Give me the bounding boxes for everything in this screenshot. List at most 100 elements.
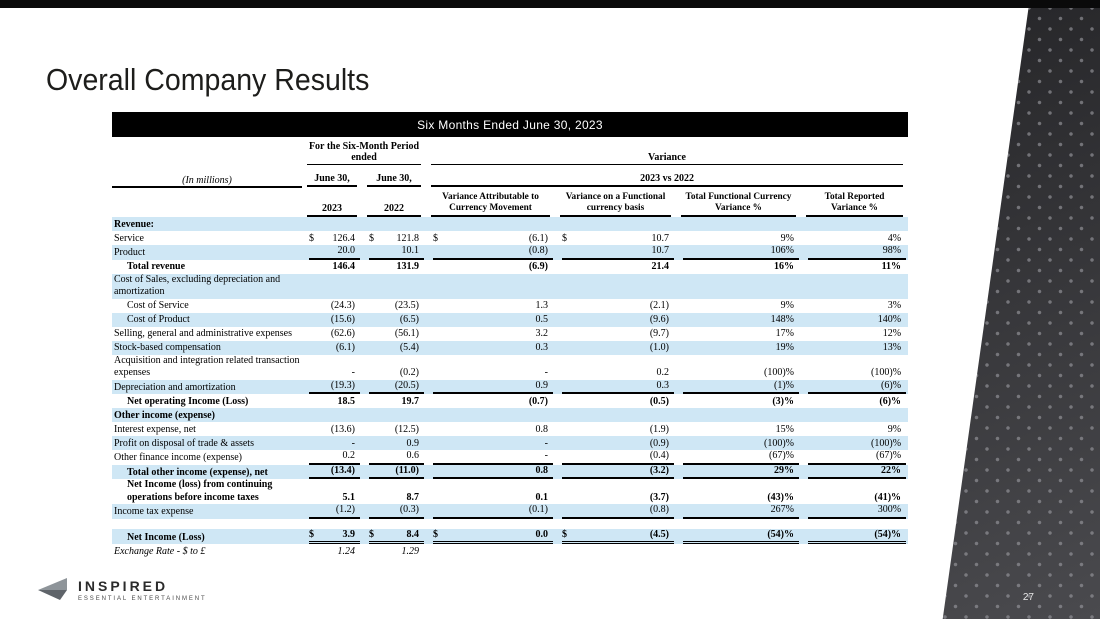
top-accent-bar: [0, 0, 1100, 8]
dollar-sign: $: [562, 528, 567, 540]
value-cell: (0.5): [649, 395, 669, 407]
header-spacer: [112, 187, 302, 217]
value-cell: $ (6.1): [433, 232, 548, 244]
logo-brand-text: INSPIRED: [78, 577, 169, 594]
value-cell: (6.1): [302, 340, 362, 355]
value-cell: (23.5): [394, 300, 419, 311]
in-millions-label: (In millions): [112, 165, 302, 188]
value-cell: 300%: [801, 504, 909, 519]
dollar-sign: $: [369, 528, 374, 540]
value-cell: (54)%: [676, 528, 801, 544]
value-cell: 3%: [887, 300, 902, 311]
value-cell: (9.7): [649, 328, 669, 339]
value-cell: (3.7): [649, 491, 669, 503]
value-cell: (0.9): [555, 436, 676, 450]
value-cell: [555, 408, 676, 422]
row-label: Profit on disposal of trade & assets: [112, 436, 302, 450]
row-label: Interest expense, net: [114, 423, 196, 435]
value-cell: 0.9: [362, 436, 426, 450]
value-cell: (54)%: [801, 528, 909, 544]
table-row: Product 20.0 10.1 (0.8) 10.7 106% 98%: [112, 245, 909, 260]
value-cell: [801, 518, 909, 529]
value-cell: (3.2): [555, 464, 676, 479]
value-cell: 13%: [801, 340, 909, 355]
dollar-sign: $: [562, 232, 567, 244]
value-cell: 22%: [801, 464, 909, 479]
value-cell: (1.9): [649, 423, 669, 435]
results-table-body: Revenue: Service $126.4 $121.8 $ (6.1) $10.7 9%…: [112, 217, 909, 558]
value-cell: 0.8: [535, 423, 549, 435]
value-cell: (0.7): [528, 395, 548, 407]
value-cell: (0.3): [362, 504, 426, 519]
value-cell: 10.1: [362, 245, 426, 260]
value-cell: (100)%: [764, 367, 794, 378]
value-cell: (0.2): [399, 367, 419, 378]
value-cell: (100)%: [801, 436, 909, 450]
value-cell: (1)%: [676, 379, 801, 394]
value-cell: (0.8): [555, 504, 676, 519]
table-row: Service $126.4 $121.8 $ (6.1) $10.7 9% 4%: [112, 231, 908, 245]
dollar-sign: $: [309, 528, 314, 540]
value-cell: (67)%: [676, 450, 801, 465]
value-cell: (41)%: [874, 491, 902, 503]
table-row: Other finance income (expense) 0.2 0.6- (0.…: [112, 450, 908, 465]
page-number: 27: [1022, 592, 1034, 603]
value-cell: [302, 273, 362, 299]
value-cell: $126.4: [309, 232, 355, 244]
column-group-2023-vs-2022: 2023 vs 2022: [426, 165, 908, 187]
value-cell: [801, 217, 909, 231]
value-cell: $0.0: [426, 528, 555, 544]
row-label: Net Income (Loss): [112, 528, 302, 544]
row-label: Other finance income (expense): [114, 452, 242, 463]
value-cell: (1.2): [302, 504, 362, 519]
header-sub-row: (In millions) June 30, June 30, 2023 vs …: [112, 165, 908, 188]
value-cell: 29%: [676, 464, 801, 479]
value-cell: 19.7: [401, 395, 420, 407]
value-cell: (15.6): [302, 312, 362, 327]
column-header-date-2022: June 30,: [362, 165, 426, 187]
value-cell: (6)%: [801, 379, 909, 394]
value-cell: $ (4.5): [555, 528, 676, 544]
value-cell: 131.9: [396, 261, 420, 272]
row-label: Service: [114, 232, 144, 244]
column-group-variance: Variance: [426, 139, 908, 165]
value-cell: (43)%: [767, 491, 794, 503]
value-cell: 0.6: [362, 450, 426, 465]
value-cell: [801, 273, 909, 299]
table-row: Income tax expense (1.2) (0.3) (0.1) (0.8) 26…: [112, 504, 909, 519]
table-row: Exchange Rate - $ to £ 1.24 1.29: [112, 544, 908, 558]
value-cell: -: [351, 367, 355, 378]
column-group-period: For the Six-Month Period ended: [307, 141, 421, 165]
value-cell: (13.6): [330, 423, 355, 435]
value-cell: 4%: [887, 232, 902, 244]
value-cell: 11%: [881, 261, 902, 272]
inspired-logo: INSPIRED ESSENTIAL ENTERTAINMENT: [36, 577, 207, 603]
spacer-row: [112, 518, 909, 529]
value-cell: [555, 518, 676, 529]
dollar-sign: $: [433, 528, 438, 540]
table-row: Net operating Income (Loss) 18.5 19.7 (0.7)…: [112, 394, 908, 408]
value-cell: 1.29: [401, 545, 420, 557]
row-label: Depreciation and amortization: [112, 379, 302, 394]
value-cell: $8.4: [362, 528, 426, 544]
row-label: Exchange Rate - $ to £: [114, 545, 206, 557]
value-cell: [676, 518, 801, 529]
value-cell: 0.9: [426, 379, 555, 394]
value-cell: [555, 217, 676, 231]
value-cell: (13.4): [302, 464, 362, 479]
value-cell: 0.1: [535, 491, 549, 503]
value-cell: 0.3: [426, 340, 555, 355]
value-cell: (9.6): [555, 312, 676, 327]
table-row: Cost of Sales, excluding depreciation an…: [112, 273, 909, 299]
value-cell: [676, 273, 801, 299]
value-cell: [302, 518, 362, 529]
value-cell: 1.3: [535, 300, 549, 311]
value-cell: (6.9): [528, 261, 548, 272]
value-cell: 21.4: [651, 261, 670, 272]
value-cell: (24.3): [330, 300, 355, 311]
value-cell: 16%: [774, 261, 794, 272]
column-header-total-reported-pct: Total Reported Variance %: [801, 187, 908, 217]
value-cell: (20.5): [362, 379, 426, 394]
value-cell: 0.8: [426, 464, 555, 479]
row-label: Stock-based compensation: [112, 340, 302, 355]
